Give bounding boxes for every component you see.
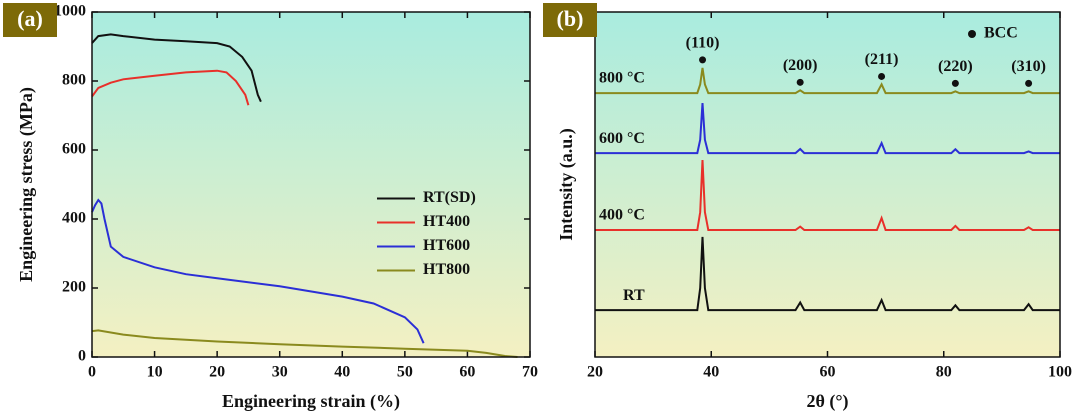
x-tick-label: 0 bbox=[88, 364, 96, 381]
x-axis-label: Engineering strain (%) bbox=[222, 391, 400, 412]
peak-marker bbox=[699, 56, 707, 64]
x-tick-label: 100 bbox=[1048, 364, 1072, 381]
x-tick-label: 40 bbox=[334, 364, 350, 381]
peak-marker bbox=[878, 72, 886, 80]
peak-marker bbox=[796, 78, 804, 86]
legend-label: BCC bbox=[984, 25, 1018, 42]
y-tick-label: 200 bbox=[62, 279, 86, 296]
series-label: 800 °C bbox=[599, 70, 645, 87]
x-tick-label: 10 bbox=[147, 364, 163, 381]
legend-label: HT400 bbox=[423, 213, 470, 230]
x-tick-label: 60 bbox=[820, 364, 836, 381]
x-tick-label: 50 bbox=[397, 364, 413, 381]
series-line bbox=[595, 103, 1060, 155]
x-tick-label: 40 bbox=[703, 364, 719, 381]
series-line bbox=[595, 236, 1060, 312]
series-line bbox=[595, 67, 1060, 95]
series-line bbox=[595, 159, 1060, 231]
series-label: RT bbox=[623, 287, 645, 304]
plot-frame bbox=[91, 11, 531, 358]
plot-background bbox=[595, 12, 1060, 357]
x-tick-label: 80 bbox=[936, 364, 952, 381]
series-line bbox=[91, 33, 262, 103]
x-axis-label: 2θ (°) bbox=[806, 391, 848, 412]
x-tick-label: 20 bbox=[209, 364, 225, 381]
panel-label-box bbox=[3, 3, 57, 37]
y-axis-label: Engineering stress (MPa) bbox=[16, 87, 37, 282]
y-tick-label: 400 bbox=[62, 210, 86, 227]
peak-label: (211) bbox=[865, 51, 899, 68]
peak-marker bbox=[951, 79, 959, 87]
x-tick-label: 70 bbox=[522, 364, 538, 381]
series-line bbox=[91, 329, 518, 358]
series-line bbox=[91, 69, 250, 106]
peak-label: (200) bbox=[783, 57, 818, 74]
legend-label: HT800 bbox=[423, 261, 470, 278]
peak-label: (310) bbox=[1011, 58, 1046, 75]
x-tick-label: 20 bbox=[587, 364, 603, 381]
peak-label: (220) bbox=[938, 58, 973, 75]
series-label: 600 °C bbox=[599, 130, 645, 147]
legend-marker bbox=[968, 30, 976, 38]
peak-marker bbox=[1025, 79, 1033, 87]
x-tick-label: 60 bbox=[459, 364, 475, 381]
y-tick-label: 600 bbox=[62, 141, 86, 158]
series-label: 400 °C bbox=[599, 207, 645, 224]
panel-label: (a) bbox=[17, 6, 43, 31]
legend-label: RT(SD) bbox=[423, 189, 476, 206]
x-tick-label: 30 bbox=[272, 364, 288, 381]
plot-frame bbox=[594, 11, 1061, 358]
plot-background bbox=[92, 12, 530, 357]
series-line bbox=[91, 198, 425, 344]
y-tick-label: 1000 bbox=[54, 3, 86, 20]
y-tick-label: 800 bbox=[62, 72, 86, 89]
y-axis-label: Intensity (a.u.) bbox=[556, 128, 577, 241]
legend-label: HT600 bbox=[423, 237, 470, 254]
y-tick-label: 0 bbox=[78, 348, 86, 365]
panel-label: (b) bbox=[557, 6, 584, 31]
peak-label: (110) bbox=[686, 35, 720, 52]
panel-label-box bbox=[543, 3, 597, 37]
